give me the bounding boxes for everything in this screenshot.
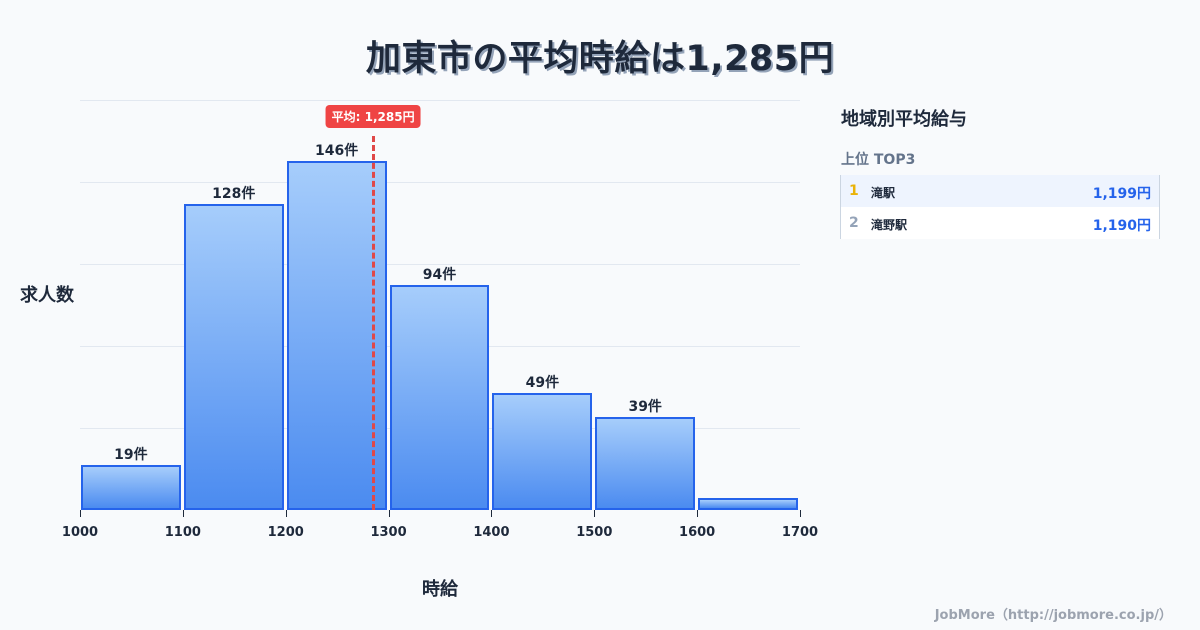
x-tick-label: 1400 [473, 525, 510, 540]
bar-value-label: 39件 [628, 399, 662, 415]
average-badge: 平均: 1,285円 [325, 105, 421, 128]
x-tick [800, 510, 801, 517]
x-tick-label: 1100 [164, 525, 201, 540]
histogram-bar [81, 465, 181, 510]
regional-salary-title: 地域別平均給与 [841, 109, 967, 130]
x-tick [182, 510, 184, 517]
x-tick-label: 1000 [61, 525, 99, 540]
histogram-bar [389, 285, 490, 510]
bar-value-label: 128件 [212, 186, 256, 202]
x-tick-label: 1300 [370, 525, 407, 540]
gridline [80, 100, 800, 101]
x-tick [285, 510, 287, 517]
x-tick-label: 1500 [576, 525, 613, 540]
x-tick [697, 510, 699, 517]
histogram-bar [286, 161, 387, 510]
footer-credit: JobMore（http://jobmore.co.jp/） [934, 608, 1172, 623]
bar-value-label: 49件 [525, 375, 560, 391]
bar-value-label: 94件 [422, 267, 457, 283]
station-name: 滝駅 [871, 186, 896, 200]
histogram-bar [183, 204, 284, 510]
rank-number: 1 [849, 183, 859, 199]
ranking-row-2: 2 滝野駅 1,190円 [841, 207, 1159, 239]
histogram-bar [492, 393, 593, 510]
x-axis-title: 時給 [422, 579, 458, 600]
y-axis-title: 求人数 [20, 285, 74, 306]
x-tick [388, 510, 390, 517]
x-tick-label: 1700 [781, 525, 819, 540]
histogram-bar [698, 498, 798, 510]
bar-value-label: 146件 [315, 143, 359, 159]
histogram-bar [595, 417, 696, 510]
x-tick [491, 510, 493, 517]
page-title: 加東市の平均時給は1,285円 [365, 39, 835, 79]
station-name: 滝野駅 [871, 218, 908, 232]
rank-number: 2 [849, 215, 859, 231]
x-tick-label: 1600 [679, 525, 716, 540]
x-tick [80, 510, 81, 517]
average-line [372, 136, 376, 510]
ranking-list: 1 滝駅 1,199円 2 滝野駅 1,190円 [840, 175, 1160, 239]
gridline [80, 264, 800, 265]
average-wage: 1,190円 [1092, 218, 1151, 234]
ranking-row-1: 1 滝駅 1,199円 [841, 175, 1159, 207]
x-tick-label: 1200 [267, 525, 304, 540]
average-wage: 1,199円 [1092, 186, 1151, 202]
histogram-plot: 19件 128件 146件 94件 49件 39件 平均: 1,285円 [80, 100, 801, 517]
x-tick [594, 510, 596, 517]
gridline [80, 182, 800, 183]
bar-value-label: 19件 [114, 447, 148, 463]
top3-subtitle: 上位 TOP3 [841, 152, 916, 168]
